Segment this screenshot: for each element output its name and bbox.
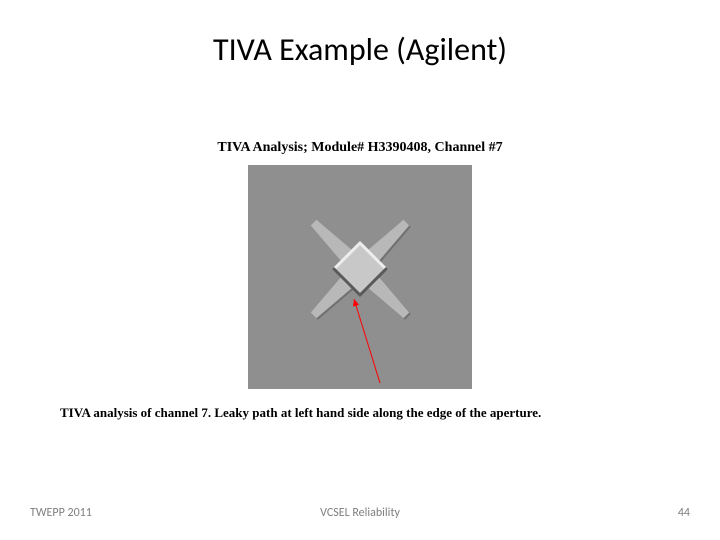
tiva-figure (248, 165, 472, 389)
footer-center: VCSEL Reliability (0, 506, 720, 520)
figure-caption: TIVA analysis of channel 7. Leaky path a… (60, 405, 660, 421)
figure-header: TIVA Analysis; Module# H3390408, Channel… (0, 140, 720, 156)
slide: TIVA Example (Agilent) TIVA Analysis; Mo… (0, 0, 720, 540)
slide-title: TIVA Example (Agilent) (0, 30, 720, 69)
footer-right-page-number: 44 (678, 506, 690, 520)
